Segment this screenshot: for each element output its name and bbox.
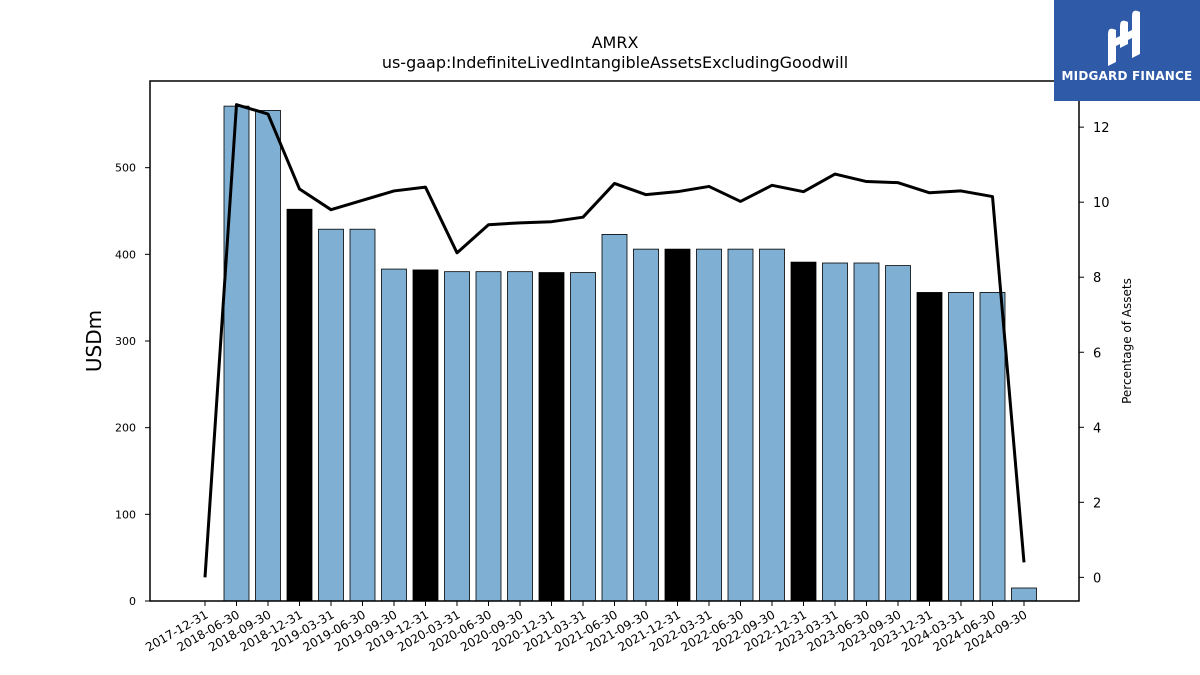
- logo-text: MIDGARD FINANCE: [1061, 69, 1193, 83]
- bar-2018-06-30: [223, 105, 250, 602]
- y-tick-label: 0: [129, 595, 136, 608]
- y2-tick-label: 6: [1093, 346, 1101, 361]
- y2-tick-label: 4: [1093, 421, 1101, 436]
- y2-tick-label: 8: [1093, 271, 1101, 286]
- bars: [223, 105, 1037, 602]
- bar-2019-06-30: [349, 228, 376, 602]
- bar-2020-06-30: [475, 271, 502, 602]
- bar-2020-03-31: [444, 271, 470, 602]
- bar-2024-09-30: [1011, 587, 1037, 602]
- bar-2022-03-31: [696, 248, 722, 602]
- chart-subtitle: us-gaap:IndefiniteLivedIntangibleAssetsE…: [382, 53, 848, 72]
- midgard-finance-logo: MIDGARD FINANCE: [1054, 0, 1200, 101]
- percentage-line: [203, 103, 1026, 578]
- bar-2024-03-31: [948, 292, 974, 602]
- bar-2021-12-31: [664, 248, 691, 602]
- y2-tick-label: 2: [1093, 496, 1101, 511]
- bar-2022-12-31: [790, 261, 817, 602]
- y2-axis-ticks: 0 2 4 6 8 10 12: [1079, 121, 1110, 586]
- y-tick-label: 500: [115, 162, 136, 175]
- bar-2023-03-31: [822, 262, 848, 602]
- bar-2020-12-31: [538, 272, 565, 602]
- y-tick-label: 400: [115, 248, 136, 261]
- bar-2022-06-30: [727, 248, 754, 602]
- bar-2018-12-31: [286, 208, 313, 602]
- y2-tick-label: 12: [1093, 121, 1110, 136]
- bar-2018-09-30: [255, 110, 281, 602]
- y-tick-label: 100: [115, 508, 136, 521]
- bar-2024-06-30: [979, 292, 1006, 602]
- chart-title: AMRX: [592, 33, 639, 52]
- bar-2023-09-30: [885, 265, 911, 602]
- bar-2022-09-30: [759, 248, 785, 602]
- bar-2019-12-31: [412, 269, 439, 602]
- y-axis-label: USDm: [82, 310, 106, 372]
- y-tick-label: 200: [115, 422, 136, 435]
- y-axis-ticks: 0 100 200 300 400 500: [115, 162, 150, 608]
- bar-2023-12-31: [916, 292, 943, 602]
- bar-2019-03-31: [318, 228, 344, 602]
- y2-tick-label: 0: [1093, 571, 1101, 586]
- bar-2021-03-31: [570, 272, 596, 602]
- y2-tick-label: 10: [1093, 196, 1110, 211]
- bar-2021-06-30: [601, 233, 628, 602]
- bar-2023-06-30: [853, 262, 880, 602]
- bar-2021-09-30: [633, 248, 659, 602]
- bar-2020-09-30: [507, 271, 533, 602]
- bar-2019-09-30: [381, 268, 407, 602]
- midgard-logo-icon: [1108, 10, 1140, 67]
- line-layer: [203, 103, 1026, 578]
- y-tick-label: 300: [115, 335, 136, 348]
- x-axis-ticks: 2017-12-312018-06-302018-09-302018-12-31…: [143, 601, 1030, 654]
- y2-axis-label: Percentage of Assets: [1120, 278, 1134, 404]
